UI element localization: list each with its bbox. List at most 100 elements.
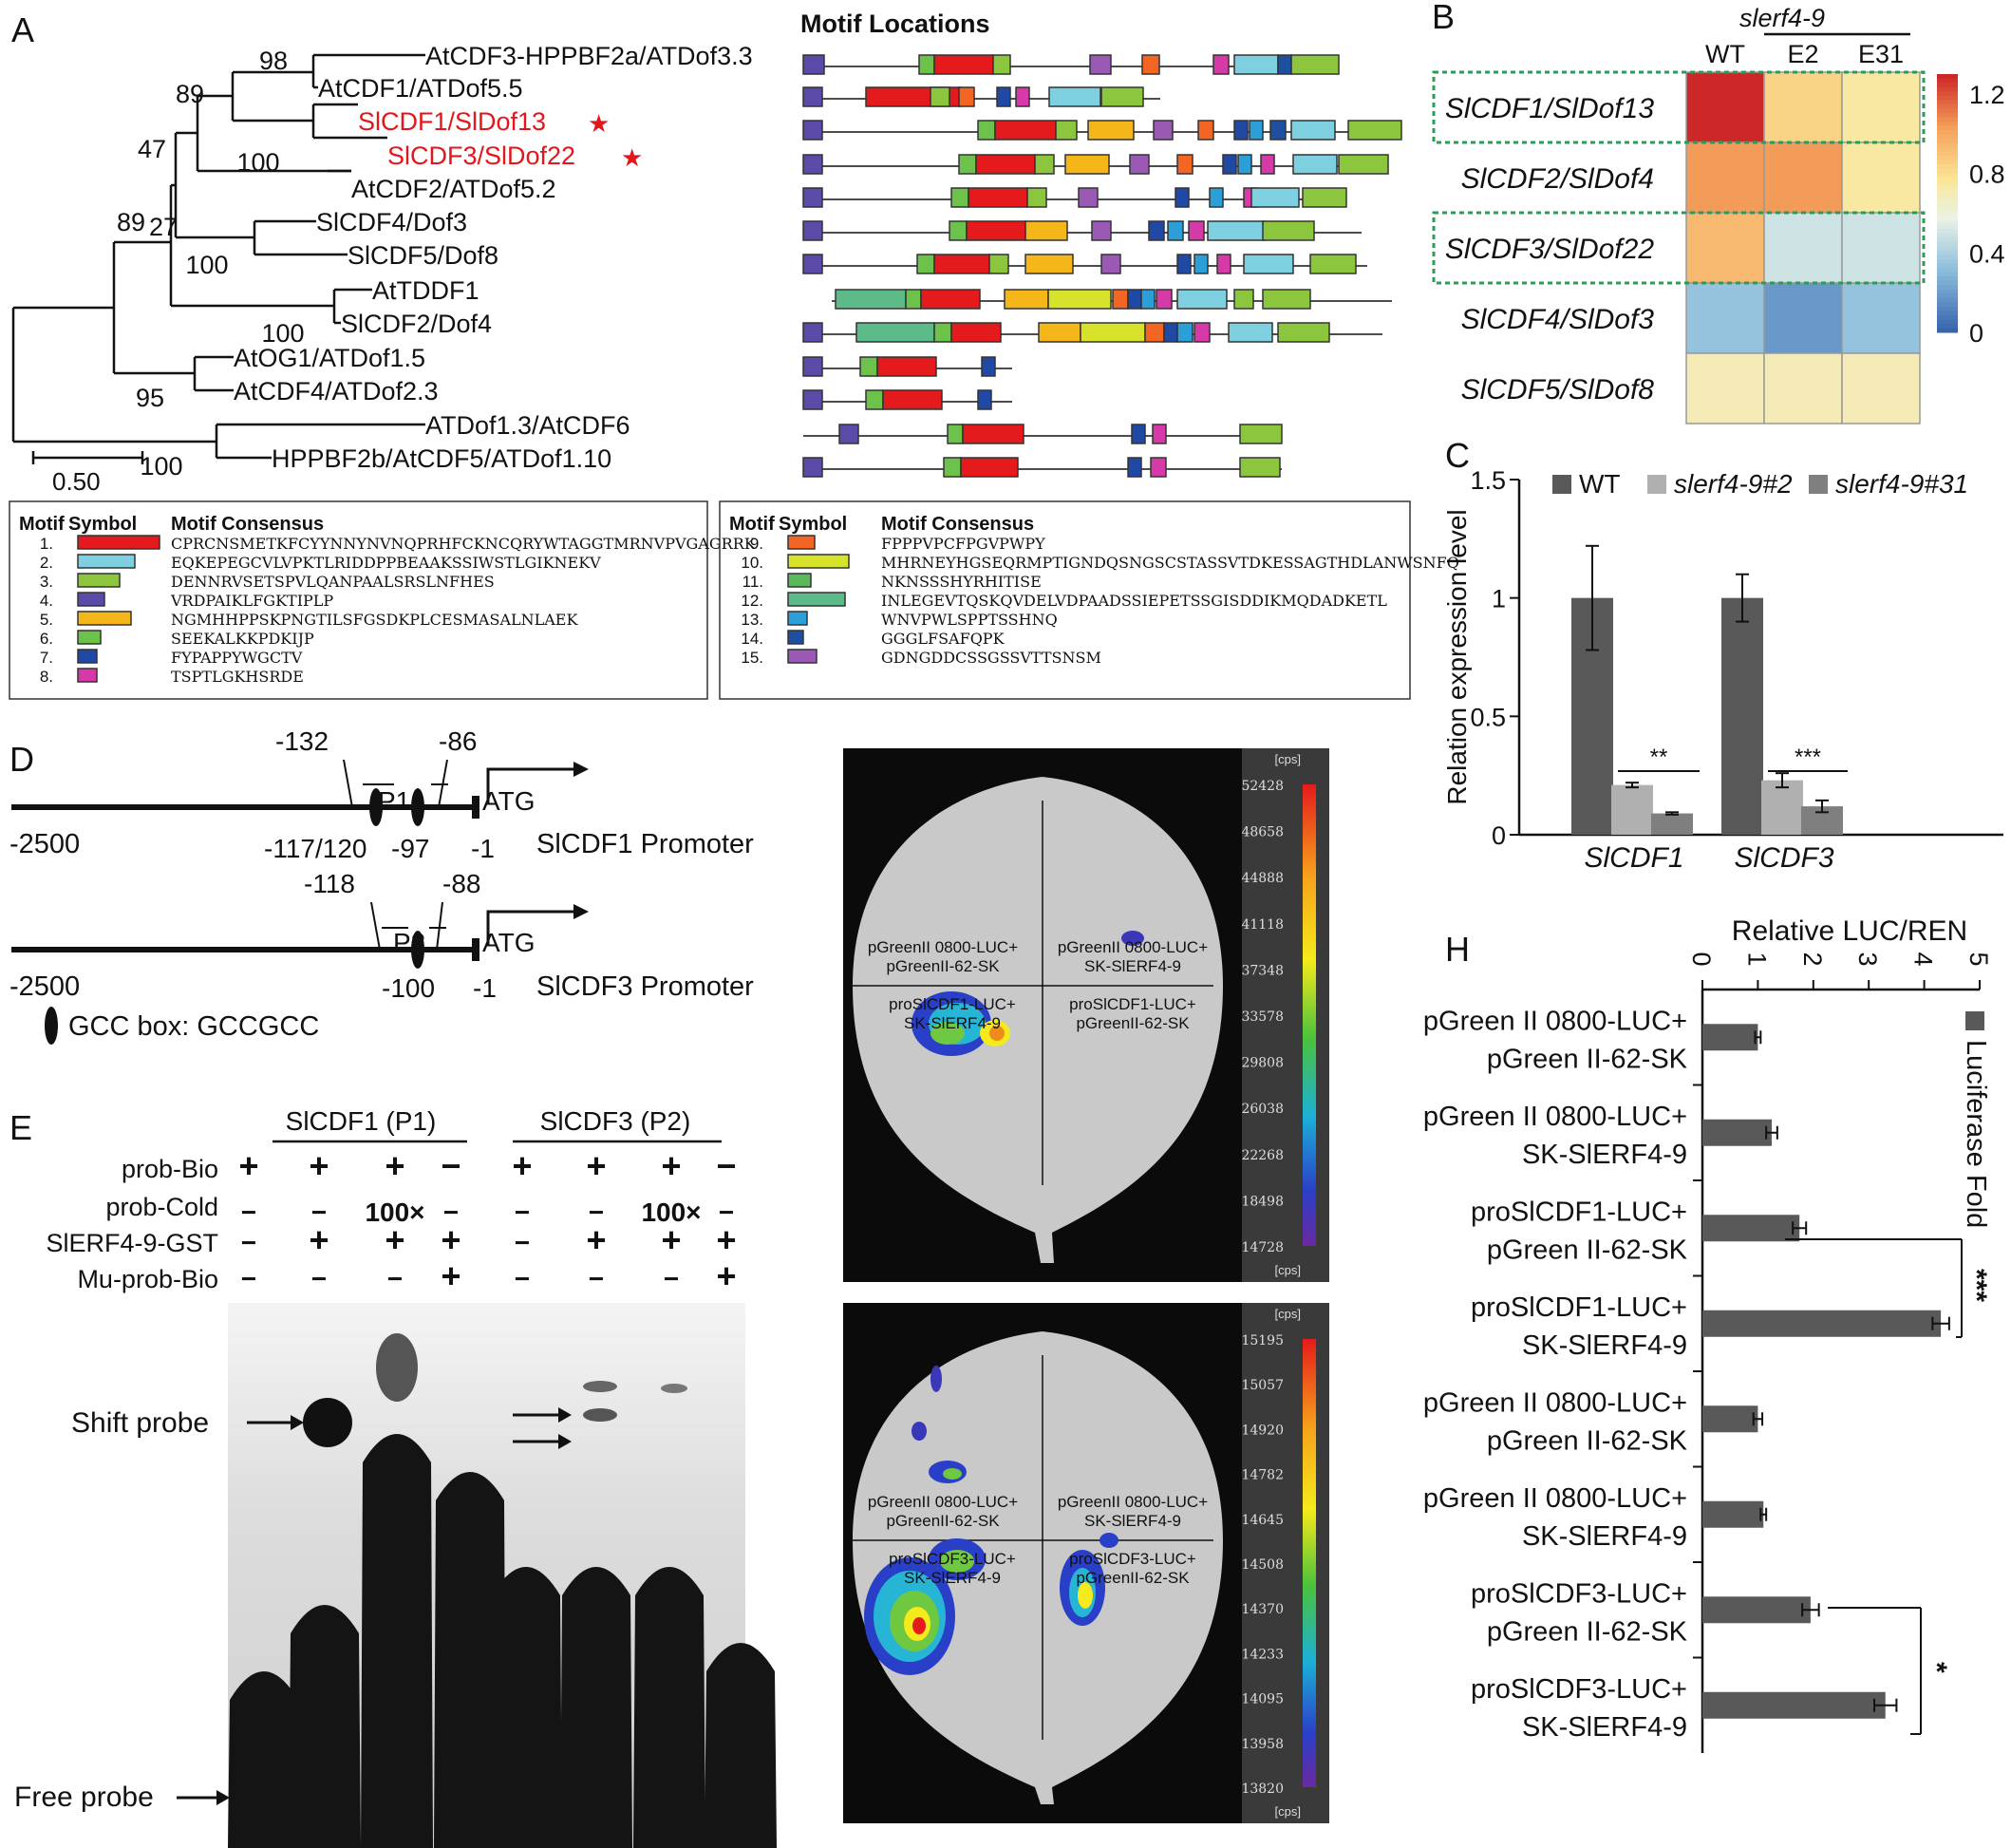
motif-box-2: [1290, 120, 1336, 141]
h-bar: [1702, 1500, 1764, 1528]
h-category-label: proSlCDF1-LUC+: [1471, 1197, 1687, 1227]
motif-box-6: [949, 220, 968, 241]
scale-unit-label: [cps]: [1275, 1307, 1301, 1321]
h-category-label: pGreen II 0800-LUC+: [1423, 1102, 1687, 1132]
colorbar-segment: [1937, 241, 1958, 247]
scale-tick-label: 14095: [1241, 1692, 1284, 1707]
legend-header-consensus: Motif Consensus: [881, 514, 1034, 535]
bootstrap-value: 89: [176, 80, 204, 108]
colorbar-segment: [1937, 129, 1958, 135]
emsa-lane-sign: +: [385, 1146, 404, 1185]
emsa-row-label: Mu-prob-Bio: [77, 1265, 218, 1293]
scale-tick-label: 41118: [1241, 917, 1284, 933]
h-x-tick-label: 3: [1853, 952, 1882, 966]
colorbar-segment: [1937, 74, 1958, 80]
legend-motif-consensus: GGGLFSAFQPK: [881, 630, 1006, 648]
tree-taxon-label: AtCDF1/ATDof5.5: [318, 74, 523, 103]
emsa-lane-sign: −: [515, 1228, 530, 1257]
colorbar-segment: [1937, 302, 1958, 308]
emsa-lane-sign: −: [589, 1197, 604, 1227]
motif-box-4: [802, 356, 823, 377]
heatmap-row-label: SlCDF1/SlDof13: [1445, 93, 1654, 124]
legend-motif-number: 4.: [40, 592, 53, 610]
colorbar-segment: [1937, 268, 1958, 273]
emsa-lane-sign: +: [238, 1146, 258, 1185]
scale-tick-label: 14920: [1241, 1423, 1284, 1438]
scale-tick-label: 18498: [1241, 1194, 1284, 1209]
colorbar-segment: [1937, 185, 1958, 191]
colorbar-segment: [1937, 255, 1958, 260]
motif-box-13: [1209, 187, 1224, 208]
legend-header-symbol: Symbol: [779, 514, 847, 535]
motif-box-1: [966, 220, 1026, 241]
colorbar-segment: [1937, 190, 1958, 196]
motif-box-3: [1026, 187, 1047, 208]
motif-box-2: [1250, 187, 1300, 208]
motif-box-12: [835, 289, 907, 310]
heatmap-row-label: SlCDF2/SlDof4: [1461, 163, 1654, 195]
emsa-lane-sign: −: [589, 1264, 604, 1293]
motif-box-7: [1131, 424, 1146, 444]
emsa-lane-sign: −: [443, 1197, 459, 1227]
motif-box-2: [1228, 322, 1273, 343]
colorbar-segment: [1937, 147, 1958, 153]
motif-box-2: [1176, 289, 1228, 310]
legend-motif-consensus: FYPAPPYWGCTV: [171, 649, 303, 667]
heatmap-cell: [1685, 352, 1765, 424]
quadrant-label: SK-SlERF4-9: [904, 1569, 1001, 1587]
legend-motif-consensus: DENNRVSETSPVLQANPAALSRSLNFHES: [171, 573, 495, 591]
luciferase-signal: [940, 1550, 974, 1573]
motif-box-5: [1024, 220, 1068, 241]
h-category-label: proSlCDF1-LUC+: [1471, 1292, 1687, 1323]
c-bar: [1611, 784, 1653, 835]
emsa-lane-sign: +: [661, 1220, 681, 1259]
emsa-lane-sign: +: [716, 1256, 736, 1295]
motif-legend-box-right: [719, 500, 1411, 700]
colorbar-segment: [1937, 297, 1958, 303]
colorbar-segment: [1937, 246, 1958, 252]
colorbar-segment: [1937, 83, 1958, 88]
motif-box-7: [981, 356, 996, 377]
legend-motif-number: 3.: [40, 573, 53, 591]
luciferase-signal: [912, 1617, 926, 1634]
promoter-top-label: P1: [378, 786, 410, 816]
c-bar: [1761, 780, 1803, 835]
gel-free-probe: [289, 1605, 361, 1848]
arrow-head-icon: [216, 1790, 230, 1805]
heatmap-column-label: E2: [1787, 40, 1818, 68]
emsa-lane-sign: −: [719, 1197, 734, 1227]
scale-tick-label: 44888: [1241, 871, 1284, 886]
colorbar-segment: [1937, 198, 1958, 204]
legend-motif-swatch: [77, 592, 105, 607]
h-x-tick-label: 1: [1742, 952, 1771, 966]
primer-line: [370, 901, 381, 951]
heatmap-cell: [1841, 71, 1921, 143]
emsa-lane-sign: 100×: [365, 1197, 424, 1227]
colorbar-segment: [1937, 177, 1958, 182]
legend-motif-consensus: VRDPAIKLFGKTIPLP: [170, 592, 333, 610]
motif-box-6: [916, 254, 935, 274]
emsa-group-label: SlCDF3 (P2): [540, 1106, 691, 1136]
colorbar-segment: [1937, 91, 1958, 97]
colorbar-segment: [1937, 86, 1958, 92]
motif-box-6: [943, 457, 962, 478]
luciferase-signal: [989, 1026, 1005, 1041]
scale-tick-label: 14508: [1241, 1557, 1284, 1573]
c-y-axis-label: Relation expression level: [1442, 509, 1472, 804]
motif-box-7: [1176, 254, 1192, 274]
panel-label-a: A: [11, 10, 34, 49]
colorbar-segment: [1937, 276, 1958, 282]
motif-box-14: [1269, 120, 1287, 141]
colorbar-segment: [1937, 139, 1958, 144]
bootstrap-value: 100: [185, 251, 228, 279]
transcription-arrow: [486, 910, 579, 946]
gcc-box-marker: [369, 788, 383, 826]
heatmap-cell: [1763, 282, 1843, 354]
colorbar-segment: [1937, 216, 1958, 221]
legend-motif-number: 5.: [40, 611, 53, 629]
emsa-lane-sign: 100×: [641, 1197, 701, 1227]
motif-box-15: [1078, 187, 1099, 208]
motif-box-2: [1048, 86, 1101, 107]
motif-box-2: [1292, 154, 1338, 175]
motif-box-3: [930, 86, 950, 107]
